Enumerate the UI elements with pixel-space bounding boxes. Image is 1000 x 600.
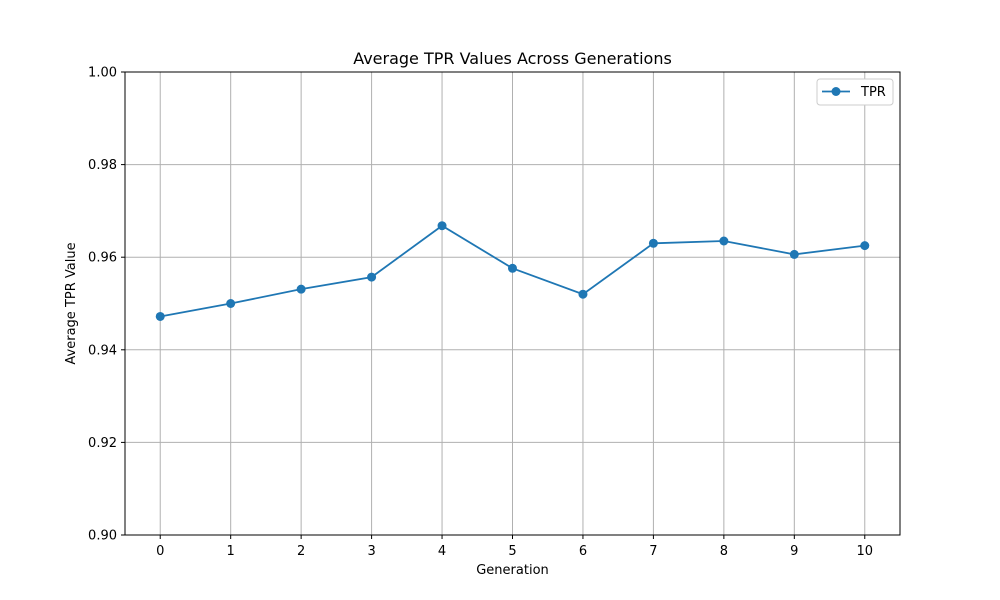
data-point — [226, 299, 236, 308]
legend-label-tpr: TPR — [860, 85, 886, 100]
data-point — [155, 311, 165, 321]
data-point — [719, 236, 729, 246]
data-point — [860, 241, 870, 251]
x-tick-label: 3 — [367, 544, 375, 559]
data-point — [789, 249, 799, 259]
legend-marker — [831, 87, 841, 96]
x-tick-label: 6 — [579, 544, 587, 559]
data-point — [367, 272, 377, 282]
x-tick-label: 2 — [297, 544, 305, 559]
chart-title: Average TPR Values Across Generations — [353, 49, 672, 68]
x-tick-label: 5 — [508, 544, 516, 559]
data-point — [437, 221, 447, 231]
data-point — [296, 284, 306, 294]
y-tick-label: 0.98 — [88, 158, 117, 173]
series-layer — [155, 221, 870, 321]
x-tick-label: 1 — [227, 544, 235, 559]
y-axis-label: Average TPR Value — [64, 242, 79, 364]
legend-box — [816, 78, 894, 106]
x-tick-label: 4 — [438, 544, 446, 559]
data-point — [508, 263, 517, 273]
y-tick-label: 0.96 — [88, 251, 117, 266]
data-point — [578, 289, 588, 299]
y-tick-label: 0.94 — [88, 343, 117, 358]
y-tick-label: 0.92 — [88, 436, 117, 451]
legend: TPR — [816, 78, 894, 106]
y-axis: 0.90 0.92 0.94 0.96 0.98 1.00 — [88, 66, 125, 544]
x-axis-label: Generation — [476, 563, 549, 578]
y-tick-label: 0.90 — [88, 529, 117, 544]
x-tick-label: 8 — [720, 544, 728, 559]
data-point — [648, 238, 658, 248]
y-tick-label: 1.00 — [88, 66, 117, 81]
x-tick-label: 0 — [156, 544, 164, 559]
x-tick-label: 7 — [649, 544, 657, 559]
x-tick-label: 9 — [790, 544, 798, 559]
x-tick-label: 10 — [856, 544, 873, 559]
grid — [125, 71, 900, 536]
x-axis: 0 1 2 3 4 5 6 7 8 9 10 — [156, 535, 873, 559]
